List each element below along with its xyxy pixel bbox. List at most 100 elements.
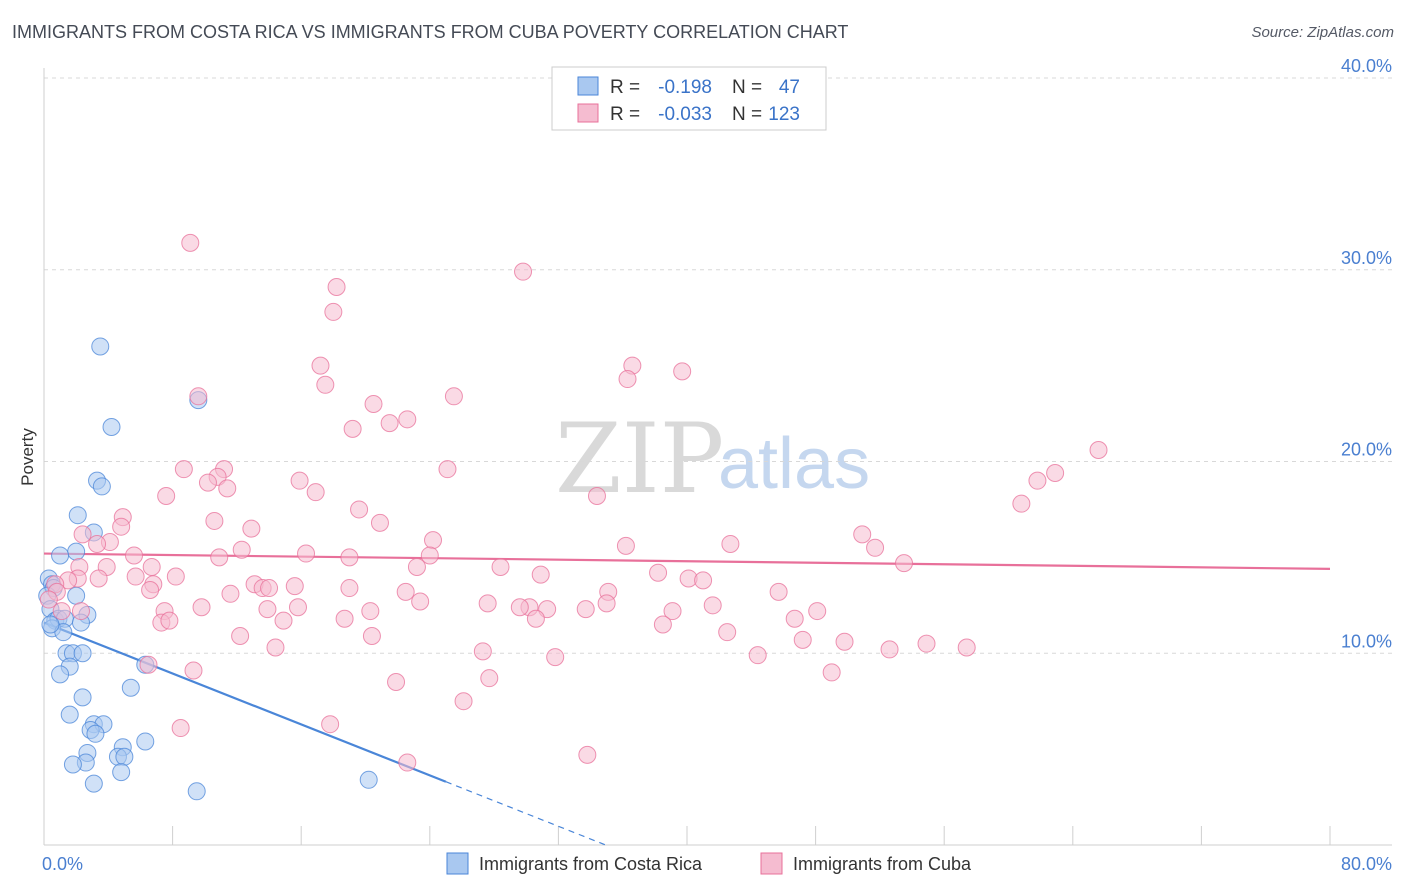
point-cuba xyxy=(424,531,443,550)
point-cuba xyxy=(166,567,185,586)
watermark-zip: ZIP xyxy=(555,403,724,515)
point-costa-rica xyxy=(68,506,87,525)
point-cuba xyxy=(808,602,827,621)
point-costa-rica xyxy=(51,665,70,684)
point-cuba xyxy=(316,375,335,394)
point-cuba xyxy=(260,579,279,598)
point-costa-rica xyxy=(63,755,82,774)
point-cuba xyxy=(618,370,637,389)
point-cuba xyxy=(71,602,90,621)
point-cuba xyxy=(288,598,307,617)
point-cuba xyxy=(917,634,936,653)
source-credit: Source: ZipAtlas.com xyxy=(1251,24,1394,41)
point-costa-rica xyxy=(112,763,131,782)
point-cuba xyxy=(822,663,841,682)
point-cuba xyxy=(242,519,261,538)
point-cuba xyxy=(420,546,439,565)
point-costa-rica xyxy=(67,542,86,561)
point-cuba xyxy=(343,419,362,438)
point-costa-rica xyxy=(359,770,378,789)
y-axis-label: Poverty xyxy=(18,428,37,486)
data-points xyxy=(38,233,1108,801)
point-cuba xyxy=(407,557,426,576)
point-costa-rica xyxy=(102,417,121,436)
trend-extension-costa-rica xyxy=(445,781,607,846)
point-cuba xyxy=(718,623,737,642)
point-costa-rica xyxy=(67,586,86,605)
point-cuba xyxy=(306,483,325,502)
point-cuba xyxy=(361,602,380,621)
point-cuba xyxy=(411,592,430,611)
point-costa-rica xyxy=(91,337,110,356)
point-cuba xyxy=(510,598,529,617)
stats-n-value-costa-rica: 47 xyxy=(779,77,800,98)
point-cuba xyxy=(39,590,58,609)
legend: Immigrants from Costa Rica Immigrants fr… xyxy=(446,852,972,875)
point-cuba xyxy=(258,600,277,619)
point-cuba xyxy=(192,598,211,617)
point-cuba xyxy=(380,414,399,433)
point-cuba xyxy=(112,517,131,536)
point-cuba xyxy=(703,596,722,615)
point-cuba xyxy=(398,410,417,429)
point-cuba xyxy=(327,278,346,297)
point-cuba xyxy=(89,569,108,588)
y-tick-label: 20.0% xyxy=(1341,440,1392,460)
y-tick-label: 10.0% xyxy=(1341,631,1392,651)
stats-n-label-costa-rica: N = xyxy=(732,77,762,98)
point-cuba xyxy=(142,557,161,576)
chart-title: IMMIGRANTS FROM COSTA RICA VS IMMIGRANTS… xyxy=(12,22,849,42)
point-costa-rica xyxy=(136,732,155,751)
legend-swatch-costa-rica xyxy=(446,852,469,875)
watermark-atlas: atlas xyxy=(718,424,870,504)
point-cuba xyxy=(231,626,250,645)
point-cuba xyxy=(473,642,492,661)
point-costa-rica xyxy=(73,644,92,663)
stats-r-value-costa-rica: -0.198 xyxy=(658,77,712,98)
point-cuba xyxy=(340,579,359,598)
point-cuba xyxy=(957,638,976,657)
point-cuba xyxy=(210,548,229,567)
point-cuba xyxy=(866,538,885,557)
point-cuba xyxy=(1089,440,1108,459)
point-cuba xyxy=(444,387,463,406)
x-tick-label: 0.0% xyxy=(42,854,83,874)
point-cuba xyxy=(578,745,597,764)
stats-swatch-cuba xyxy=(577,103,599,123)
point-cuba xyxy=(205,511,224,530)
stats-n-label-cuba: N = xyxy=(732,104,762,125)
legend-label-costa-rica: Immigrants from Costa Rica xyxy=(479,854,703,874)
point-cuba xyxy=(478,594,497,613)
point-cuba xyxy=(835,632,854,651)
point-cuba xyxy=(769,582,788,601)
point-cuba xyxy=(232,540,251,559)
point-cuba xyxy=(321,715,340,734)
point-cuba xyxy=(181,233,200,252)
point-costa-rica xyxy=(86,724,105,743)
point-cuba xyxy=(785,609,804,628)
point-cuba xyxy=(157,487,176,506)
point-cuba xyxy=(597,594,616,613)
stats-box: R = -0.198 N = 47 R = -0.033 N = 123 xyxy=(551,66,827,131)
point-cuba xyxy=(297,544,316,563)
point-cuba xyxy=(52,602,71,621)
point-cuba xyxy=(274,611,293,630)
point-costa-rica xyxy=(51,546,70,565)
y-tick-label: 30.0% xyxy=(1341,248,1392,268)
point-cuba xyxy=(793,630,812,649)
point-cuba xyxy=(673,362,692,381)
point-cuba xyxy=(663,602,682,621)
point-cuba xyxy=(748,646,767,665)
point-cuba xyxy=(576,600,595,619)
point-cuba xyxy=(184,661,203,680)
point-cuba xyxy=(218,479,237,498)
point-cuba xyxy=(290,471,309,490)
point-cuba xyxy=(438,460,457,479)
legend-label-cuba: Immigrants from Cuba xyxy=(793,854,972,874)
point-costa-rica xyxy=(115,747,134,766)
point-cuba xyxy=(266,638,285,657)
point-cuba xyxy=(480,669,499,688)
x-tick-label: 80.0% xyxy=(1341,854,1392,874)
point-cuba xyxy=(853,525,872,544)
point-cuba xyxy=(311,356,330,375)
